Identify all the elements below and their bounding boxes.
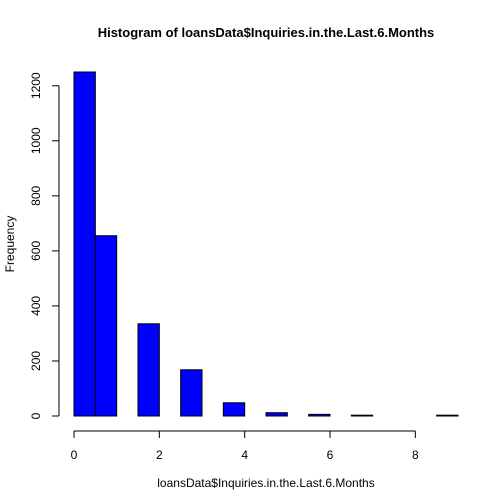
histogram-bar xyxy=(350,414,374,417)
histogram-bar xyxy=(265,412,288,417)
histogram-bar xyxy=(180,369,203,417)
x-axis: 0 2 4 6 8 xyxy=(71,430,419,462)
y-tick-label: 0 xyxy=(29,412,43,419)
x-axis-label: loansData$Inquiries.in.the.Last.6.Months xyxy=(157,476,374,490)
chart-title: Histogram of loansData$Inquiries.in.the.… xyxy=(98,25,435,40)
histogram-bar xyxy=(436,414,459,417)
y-tick-label: 1000 xyxy=(29,127,43,154)
y-tick-label: 400 xyxy=(29,296,43,316)
x-tick-label: 4 xyxy=(241,448,248,462)
y-axis-label: Frequency xyxy=(3,216,17,273)
histogram-bar xyxy=(94,235,118,417)
x-tick-label: 6 xyxy=(327,448,334,462)
histogram-bar xyxy=(308,413,331,417)
y-tick-label: 200 xyxy=(29,351,43,371)
bars-group xyxy=(73,71,459,417)
y-tick-label: 1200 xyxy=(29,72,43,99)
histogram-bar xyxy=(73,71,96,417)
y-tick-label: 600 xyxy=(29,241,43,261)
x-tick-label: 8 xyxy=(412,448,419,462)
histogram-bar xyxy=(222,402,246,417)
x-tick-label: 2 xyxy=(156,448,163,462)
y-tick-label: 800 xyxy=(29,186,43,206)
x-tick-label: 0 xyxy=(71,448,78,462)
y-axis: 0 200 400 600 800 1000 1200 xyxy=(29,72,60,419)
histogram-bar xyxy=(137,323,160,417)
